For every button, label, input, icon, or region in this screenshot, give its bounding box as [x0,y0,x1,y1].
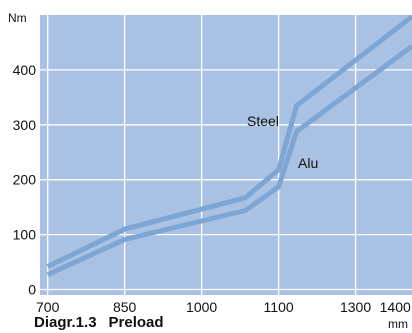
x-tick-label: 850 [113,299,137,315]
series-line-steel [46,14,412,269]
x-tick-label: 1400 [380,299,411,315]
x-tick-label: 1300 [340,299,371,315]
x-tick-label: 1000 [186,299,217,315]
x-axis-ticks: 700 850 1000 1100 1300 1400 [36,299,411,315]
grid [40,15,412,295]
y-tick-label: 400 [13,62,37,78]
caption-title: Preload [108,314,164,331]
y-tick-label: 200 [13,172,37,188]
y-axis-unit: Nm [8,11,27,25]
y-axis-ticks: 0 100 200 300 400 [13,62,37,298]
series-label-alu: Alu [298,155,318,171]
y-tick-label: 0 [28,282,36,298]
chart-caption: Diagr.1.3 Preload [34,314,164,331]
series-line-alu [46,44,412,277]
x-tick-label: 700 [36,299,60,315]
y-tick-label: 100 [13,227,37,243]
series-label-steel: Steel [247,113,279,129]
y-tick-label: 300 [13,117,37,133]
x-axis-unit: mm [388,317,408,331]
caption-figure-number: Diagr.1.3 [34,314,97,331]
x-tick-label: 1100 [264,299,294,315]
series-group [46,14,412,277]
